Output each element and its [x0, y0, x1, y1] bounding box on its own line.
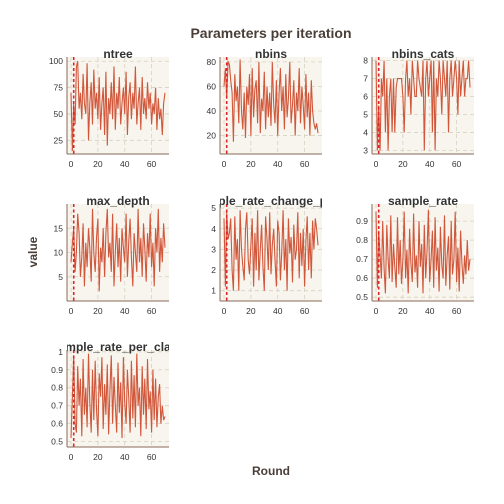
panel-col-sample-rate-change-per-level: 1 2 3 4 5 0 20 40 60 col_sample_rate_change_per_l…: [170, 194, 371, 316]
y-tick-label: 15: [54, 223, 64, 233]
x-tick-label: 0: [69, 306, 74, 316]
y-tick-label: 0.6: [51, 419, 63, 429]
y-tick-label: 7: [363, 74, 368, 84]
x-tick-label: 20: [398, 159, 408, 169]
x-tick-label: 40: [425, 159, 435, 169]
x-tick-label: 0: [222, 306, 227, 316]
panel-title: ntree: [103, 47, 133, 61]
x-tick-label: 60: [147, 159, 157, 169]
y-tick-label: 50: [54, 109, 64, 119]
y-tick-label: 40: [207, 106, 217, 116]
x-tick-label: 60: [147, 306, 157, 316]
y-tick-label: 5: [58, 272, 63, 282]
x-tick-label: 0: [69, 159, 74, 169]
x-tick-label: 60: [452, 306, 462, 316]
panel-title: sample_rate: [388, 194, 458, 208]
x-tick-label: 0: [222, 159, 227, 169]
x-tick-label: 20: [398, 306, 408, 316]
y-tick-label: 6: [363, 92, 368, 102]
y-tick-label: 60: [207, 81, 217, 91]
y-tick-label: 3: [211, 244, 216, 254]
panel-title: max_depth: [86, 194, 149, 208]
x-tick-label: 0: [69, 452, 74, 462]
panel-title: nbins: [255, 47, 287, 61]
x-tick-label: 20: [93, 159, 103, 169]
y-tick-label: 3: [363, 145, 368, 155]
y-tick-label: 80: [207, 57, 217, 67]
y-tick-label: 0.8: [51, 383, 63, 393]
y-tick-label: 0.5: [51, 437, 63, 447]
x-tick-label: 60: [452, 159, 462, 169]
x-tick-label: 60: [300, 306, 310, 316]
y-tick-label: 0.7: [356, 254, 368, 264]
panel-sample-rate-per-class: 0.5 0.6 0.7 0.8 0.9 1 0 20 40 60 sample_rate_per_c…: [51, 340, 184, 462]
series-line: [223, 210, 319, 291]
chart-title: Parameters per iteration: [190, 25, 351, 41]
y-tick-label: 0.5: [356, 292, 368, 302]
panel-title: col_sample_rate_change_per_level: [170, 194, 371, 208]
panel-max-depth: 5 10 15 0 20 40 60 max_depth: [54, 194, 169, 316]
x-tick-label: 60: [147, 452, 157, 462]
panel-ntree: 25 50 75 100 0 20 40 60 ntree: [49, 47, 169, 169]
y-tick-label: 25: [54, 135, 64, 145]
x-tick-label: 20: [93, 452, 103, 462]
x-tick-label: 40: [120, 159, 130, 169]
y-tick-label: 4: [363, 127, 368, 137]
y-tick-label: 100: [49, 56, 63, 66]
x-tick-label: 40: [120, 452, 130, 462]
y-tick-label: 75: [54, 83, 64, 93]
x-tick-label: 40: [273, 306, 283, 316]
series-line: [375, 209, 471, 294]
panel-nbins: 20 40 60 80 0 20 40 60 nbins: [207, 47, 322, 169]
y-tick-label: 2: [211, 265, 216, 275]
y-tick-label: 0.9: [356, 216, 368, 226]
y-tick-label: 1: [211, 286, 216, 296]
series-line: [223, 59, 319, 142]
y-tick-label: 5: [363, 109, 368, 119]
x-tick-label: 40: [273, 159, 283, 169]
panel-title: sample_rate_per_class: [52, 340, 184, 354]
x-axis-title: Round: [252, 464, 290, 478]
y-tick-label: 1: [58, 347, 63, 357]
panel-sample-rate: 0.5 0.6 0.7 0.8 0.9 0 20 40 60 sample_rate: [356, 194, 474, 316]
series-line: [70, 353, 166, 439]
x-tick-label: 0: [374, 306, 379, 316]
panel-title: nbins_cats: [392, 47, 455, 61]
y-axis-title: value: [26, 236, 40, 267]
y-tick-label: 20: [207, 131, 217, 141]
x-tick-label: 0: [374, 159, 379, 169]
y-tick-label: 4: [211, 224, 216, 234]
x-tick-label: 20: [246, 159, 256, 169]
x-tick-label: 40: [425, 306, 435, 316]
y-tick-label: 8: [363, 56, 368, 66]
series-line: [70, 61, 166, 151]
y-tick-label: 10: [54, 248, 64, 258]
series-line: [375, 60, 471, 151]
y-tick-label: 0.7: [51, 401, 63, 411]
y-tick-label: 5: [211, 203, 216, 213]
series-line: [70, 208, 166, 292]
x-tick-label: 20: [93, 306, 103, 316]
x-tick-label: 60: [300, 159, 310, 169]
x-tick-label: 40: [120, 306, 130, 316]
x-tick-label: 20: [246, 306, 256, 316]
y-tick-label: 0.6: [356, 273, 368, 283]
panel-nbins-cats: 3 4 5 6 7 8 0 20 40 60 nbins_cats: [363, 47, 474, 169]
y-tick-label: 0.8: [356, 235, 368, 245]
y-tick-label: 0.9: [51, 365, 63, 375]
